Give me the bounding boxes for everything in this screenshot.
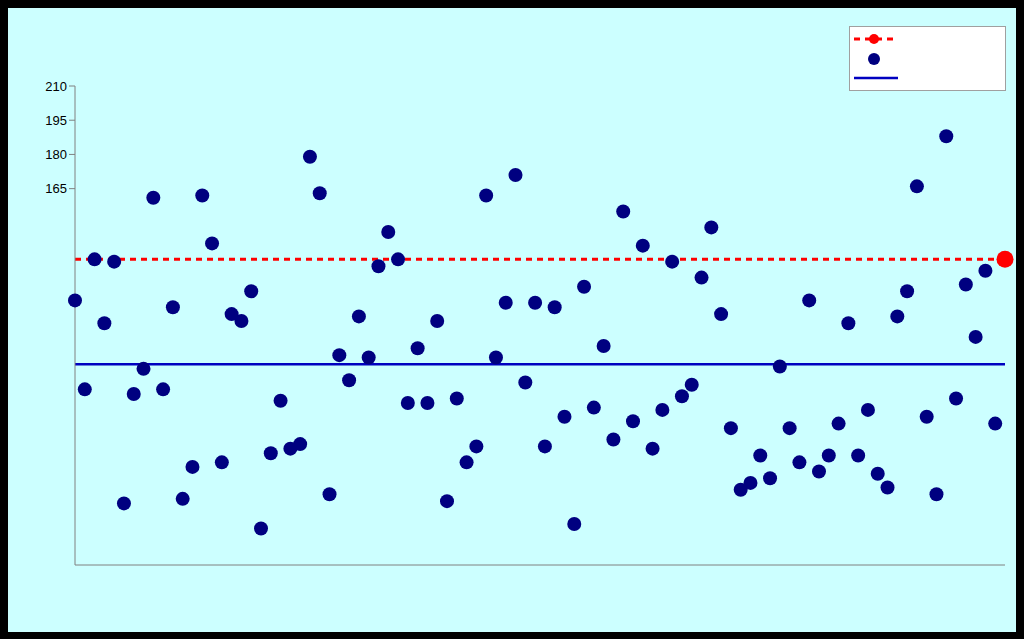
- svg-text:210: 210: [45, 79, 67, 94]
- svg-text:195: 195: [45, 113, 67, 128]
- svg-text:180: 180: [45, 147, 67, 162]
- svg-text:165: 165: [45, 181, 67, 196]
